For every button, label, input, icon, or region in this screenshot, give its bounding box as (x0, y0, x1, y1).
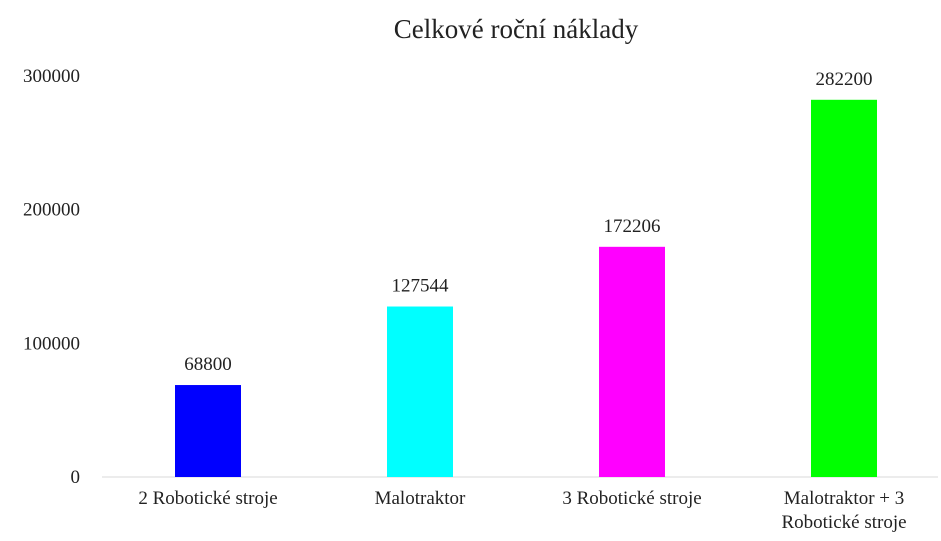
y-tick-label: 200000 (23, 200, 80, 221)
data-label: 282200 (816, 69, 873, 90)
bar (811, 99, 877, 477)
y-tick-label: 0 (71, 467, 81, 488)
data-label: 172206 (604, 216, 661, 237)
y-tick-label: 300000 (23, 66, 80, 87)
chart-title: Celkové roční náklady (394, 14, 639, 44)
x-tick-label: Malotraktor + 3 Robotické stroje (781, 488, 907, 533)
x-tick-label: 2 Robotické stroje (138, 488, 278, 509)
data-label: 68800 (184, 354, 232, 375)
data-label: 127544 (392, 276, 450, 297)
bar (387, 306, 453, 477)
bar (599, 246, 665, 477)
y-tick-label: 100000 (23, 333, 80, 354)
x-tick-label: 3 Robotické stroje (562, 488, 702, 509)
x-tick-label: Malotraktor (374, 488, 466, 509)
bar (175, 385, 241, 477)
